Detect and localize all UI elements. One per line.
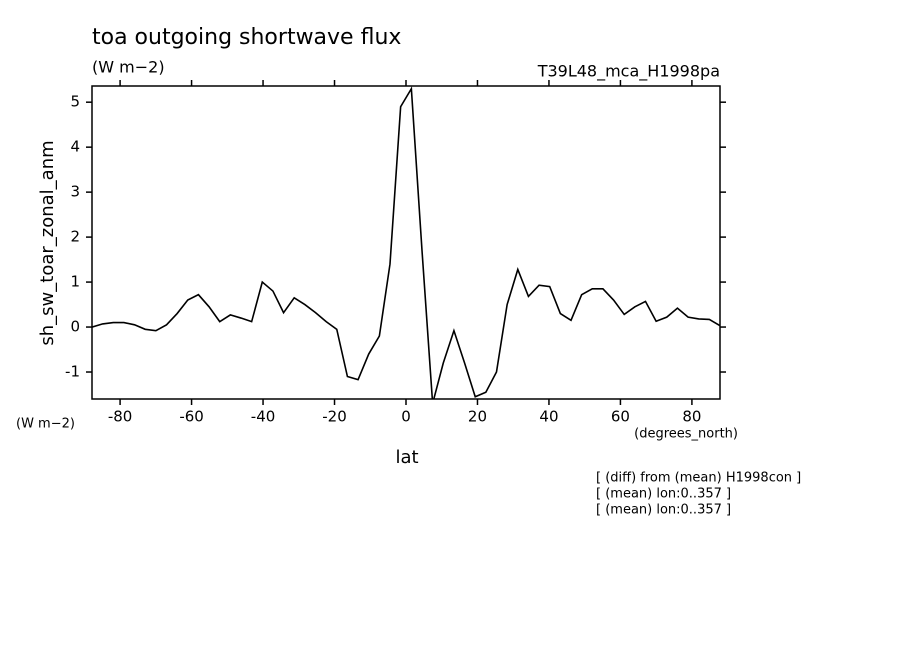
- y-tick-label: -1: [65, 363, 80, 381]
- run-label: T39L48_mca_H1998pa: [537, 62, 720, 82]
- x-tick-label: 80: [682, 408, 701, 426]
- units: (W m−2): [92, 58, 165, 77]
- y-tick-label: 2: [70, 228, 80, 246]
- y-tick-label: 4: [70, 138, 80, 156]
- note: [ (mean) lon:0..357 ]: [596, 503, 731, 518]
- y-tick-label: 1: [70, 273, 80, 291]
- y-units: (W m−2): [16, 417, 75, 432]
- y-tick-label: 3: [70, 183, 80, 201]
- x-tick-label: -40: [251, 408, 276, 426]
- x-tick-label: -20: [322, 408, 347, 426]
- x-tick-label: 40: [539, 408, 558, 426]
- note: [ (mean) lon:0..357 ]: [596, 487, 731, 502]
- x-tick-label: 60: [611, 408, 630, 426]
- x-units: (degrees_north): [634, 427, 738, 442]
- x-tick-label: 0: [401, 408, 411, 426]
- x-tick-label: 20: [468, 408, 487, 426]
- data-line: [92, 86, 720, 399]
- y-axis-label: sh_sw_toar_zonal_anm: [37, 140, 58, 345]
- note: [ (diff) from (mean) H1998con ]: [596, 471, 801, 486]
- x-tick-label: -80: [108, 408, 133, 426]
- x-tick-label: -60: [179, 408, 204, 426]
- chart-title: toa outgoing shortwave flux: [92, 25, 401, 50]
- y-tick-label: 5: [70, 93, 80, 111]
- y-tick-label: 0: [70, 318, 80, 336]
- x-axis-label: lat: [395, 447, 418, 468]
